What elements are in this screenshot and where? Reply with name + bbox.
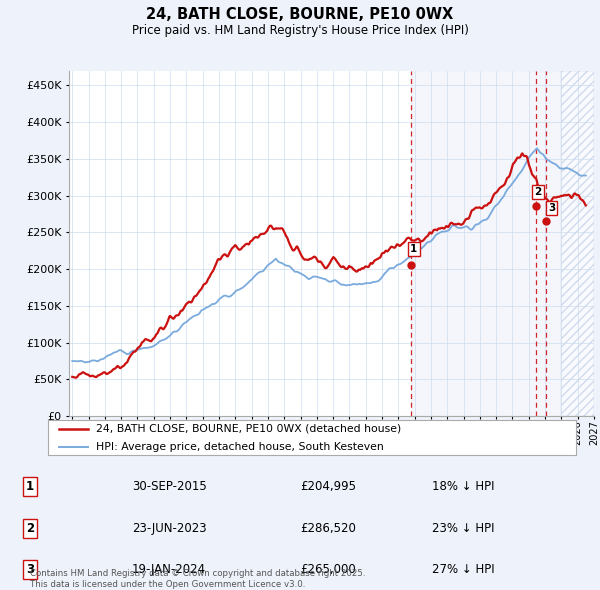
Bar [562,71,594,416]
Text: £204,995: £204,995 [300,480,356,493]
Text: 23% ↓ HPI: 23% ↓ HPI [432,522,494,535]
Text: £265,000: £265,000 [300,563,356,576]
Text: 30-SEP-2015: 30-SEP-2015 [132,480,207,493]
Text: 24, BATH CLOSE, BOURNE, PE10 0WX: 24, BATH CLOSE, BOURNE, PE10 0WX [146,7,454,22]
Text: 2: 2 [26,522,34,535]
Text: £286,520: £286,520 [300,522,356,535]
Text: 23-JUN-2023: 23-JUN-2023 [132,522,206,535]
Text: 2: 2 [535,187,542,197]
Text: 3: 3 [26,563,34,576]
Text: Contains HM Land Registry data © Crown copyright and database right 2025.
This d: Contains HM Land Registry data © Crown c… [30,569,365,589]
Text: 27% ↓ HPI: 27% ↓ HPI [432,563,494,576]
Bar [562,71,594,416]
Text: 1: 1 [26,480,34,493]
Bar [410,71,594,416]
Text: 3: 3 [548,203,555,213]
Text: 24, BATH CLOSE, BOURNE, PE10 0WX (detached house): 24, BATH CLOSE, BOURNE, PE10 0WX (detach… [95,424,401,434]
Text: HPI: Average price, detached house, South Kesteven: HPI: Average price, detached house, Sout… [95,442,383,451]
Text: 1: 1 [410,244,418,254]
Text: 18% ↓ HPI: 18% ↓ HPI [432,480,494,493]
Text: 19-JAN-2024: 19-JAN-2024 [132,563,206,576]
Text: Price paid vs. HM Land Registry's House Price Index (HPI): Price paid vs. HM Land Registry's House … [131,24,469,37]
